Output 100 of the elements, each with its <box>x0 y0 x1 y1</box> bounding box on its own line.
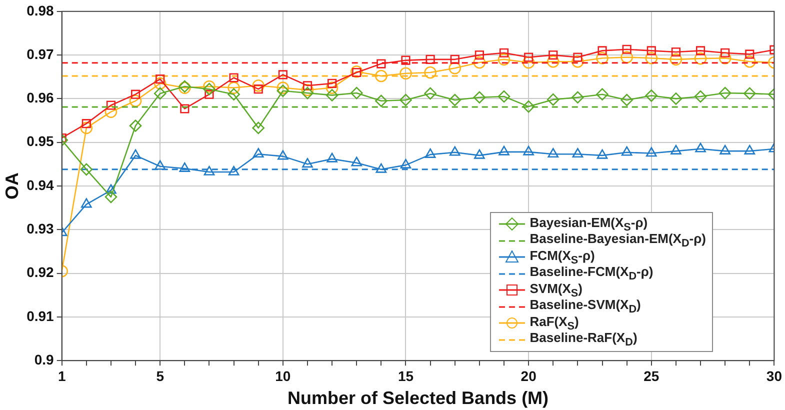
point <box>80 122 93 134</box>
point <box>620 94 633 106</box>
point <box>424 87 436 100</box>
point <box>278 150 288 160</box>
y-tick-label: 0.92 <box>26 264 54 280</box>
point <box>351 156 362 166</box>
point <box>278 70 288 80</box>
point <box>474 50 484 60</box>
point <box>622 44 632 54</box>
point <box>596 149 608 159</box>
point <box>498 146 510 156</box>
point <box>473 56 486 69</box>
x-tick-label: 1 <box>58 368 66 384</box>
point <box>104 106 118 118</box>
point <box>129 120 142 132</box>
point <box>572 91 584 104</box>
point <box>522 56 535 69</box>
legend-label: Bayesian-EM(X$_{S}$-ρ) <box>530 214 648 234</box>
point <box>401 56 410 65</box>
point <box>375 70 388 82</box>
point <box>694 90 707 103</box>
point <box>131 90 140 99</box>
point <box>228 166 240 176</box>
point <box>400 158 412 168</box>
point <box>596 88 608 100</box>
point <box>744 87 756 100</box>
point <box>301 84 314 96</box>
legend-label: Baseline-RaF(X$_{D}$) <box>530 330 638 350</box>
point <box>448 62 462 74</box>
point <box>744 55 756 68</box>
point <box>572 148 584 158</box>
y-tick-label: 0.96 <box>26 90 54 106</box>
point <box>424 66 436 79</box>
point <box>301 86 314 100</box>
point <box>696 46 706 56</box>
y-tick-label: 0.95 <box>26 133 54 150</box>
point <box>326 82 338 94</box>
point <box>204 166 215 176</box>
legend-label: Baseline-Bayesian-EM(X$_{D}$-ρ) <box>530 231 706 250</box>
point <box>400 67 412 80</box>
point <box>671 47 680 57</box>
point <box>229 73 238 82</box>
legend-label: RaF(X$_{S}$) <box>530 314 579 333</box>
point <box>179 162 190 172</box>
point <box>695 142 706 152</box>
point <box>546 93 560 106</box>
x-tick-label: 10 <box>275 368 291 384</box>
point <box>718 86 732 100</box>
point <box>81 198 92 208</box>
point <box>252 148 264 158</box>
point <box>376 163 387 173</box>
point <box>573 52 582 62</box>
x-axis-title: Number of Selected Bands (M) <box>288 388 549 408</box>
point <box>670 53 682 66</box>
point <box>376 59 386 68</box>
point <box>546 55 560 68</box>
point <box>548 50 558 60</box>
point <box>523 146 534 156</box>
point <box>154 77 166 90</box>
point <box>621 146 632 156</box>
point <box>646 46 656 56</box>
point <box>228 82 240 94</box>
point <box>254 84 263 94</box>
legend-label: Baseline-SVM(X$_{D}$) <box>530 297 641 316</box>
point <box>375 94 388 108</box>
point <box>572 55 584 68</box>
y-axis-title: OA <box>2 172 22 200</box>
point <box>645 52 658 64</box>
point <box>203 82 216 96</box>
legend-label: SVM(X$_{S}$) <box>530 280 582 300</box>
point <box>548 148 559 158</box>
y-tick-label: 0.93 <box>26 220 54 237</box>
point <box>302 81 312 90</box>
x-tick-label: 25 <box>644 368 660 384</box>
point <box>670 144 682 154</box>
point <box>203 80 216 93</box>
point <box>106 100 116 110</box>
point <box>326 152 338 162</box>
point <box>302 158 313 168</box>
point <box>598 46 607 56</box>
x-tick-label: 5 <box>156 368 164 384</box>
point <box>694 52 707 65</box>
point <box>326 89 338 102</box>
x-tick-label: 15 <box>398 368 414 384</box>
point <box>720 48 730 58</box>
point <box>228 88 240 100</box>
point <box>524 52 534 62</box>
legend-label: FCM(X$_{S}$-ρ) <box>530 248 595 267</box>
point <box>350 86 363 100</box>
point <box>426 54 435 64</box>
point <box>106 184 116 194</box>
point <box>424 148 436 158</box>
point <box>620 51 633 64</box>
point <box>352 68 362 78</box>
point <box>645 89 658 102</box>
point <box>448 94 462 106</box>
y-tick-label: 0.91 <box>26 308 54 324</box>
point <box>449 146 460 156</box>
point <box>80 163 93 176</box>
point <box>276 82 290 94</box>
